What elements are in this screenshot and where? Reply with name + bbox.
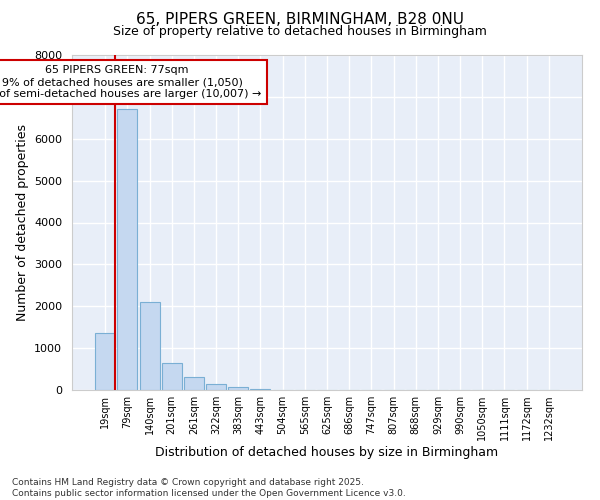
X-axis label: Distribution of detached houses by size in Birmingham: Distribution of detached houses by size … [155, 446, 499, 459]
Text: 65 PIPERS GREEN: 77sqm
← 9% of detached houses are smaller (1,050)
90% of semi-d: 65 PIPERS GREEN: 77sqm ← 9% of detached … [0, 66, 262, 98]
Text: 65, PIPERS GREEN, BIRMINGHAM, B28 0NU: 65, PIPERS GREEN, BIRMINGHAM, B28 0NU [136, 12, 464, 28]
Bar [162, 363, 182, 390]
Bar [206, 384, 226, 390]
Text: Size of property relative to detached houses in Birmingham: Size of property relative to detached ho… [113, 25, 487, 38]
Bar [228, 387, 248, 390]
Bar [140, 302, 160, 390]
Bar [95, 334, 115, 390]
Bar [250, 388, 271, 390]
Bar [184, 377, 204, 390]
Bar [118, 110, 137, 390]
Text: Contains HM Land Registry data © Crown copyright and database right 2025.
Contai: Contains HM Land Registry data © Crown c… [12, 478, 406, 498]
Y-axis label: Number of detached properties: Number of detached properties [16, 124, 29, 321]
